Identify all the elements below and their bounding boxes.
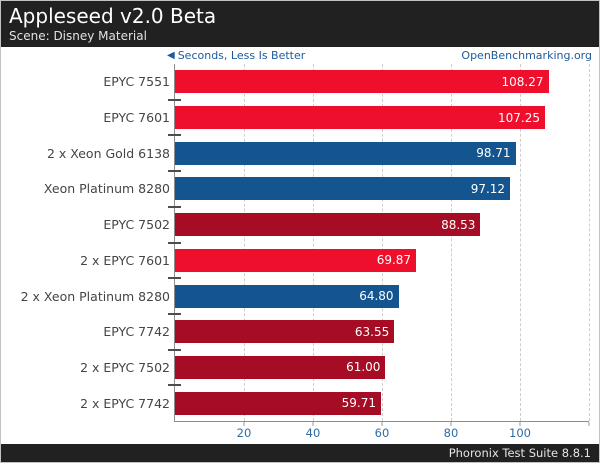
category-label: Xeon Platinum 8280 [43, 181, 170, 197]
category-label: EPYC 7502 [103, 217, 170, 233]
y-axis-tick [168, 241, 181, 244]
chart-title: Appleseed v2.0 Beta [9, 4, 217, 28]
gridline [450, 64, 452, 421]
axis-note-text: Seconds, Less Is Better [177, 49, 306, 62]
y-axis-tick [168, 134, 181, 137]
chart-row: 2 x EPYC 7601 69.87 [1, 243, 589, 279]
bar-value-label: 108.27 [501, 74, 544, 89]
result-bar: 98.71 [175, 141, 516, 165]
left-arrow-icon: ◀ [167, 49, 175, 61]
result-bar: 108.27 [175, 70, 549, 94]
category-label: 2 x Xeon Gold 6138 [46, 145, 170, 161]
x-axis-tick [450, 422, 452, 426]
result-bar: 107.25 [175, 106, 545, 130]
category-label: 2 x Xeon Platinum 8280 [20, 288, 170, 304]
chart-row: 2 x EPYC 7742 59.71 [1, 385, 589, 421]
bar-pane: 63.55 [175, 314, 589, 350]
gridline [382, 64, 383, 421]
result-bar: 61.00 [175, 355, 386, 379]
x-axis-tick [588, 422, 590, 426]
bar-value-label: 88.53 [441, 217, 476, 232]
y-axis-tick [168, 312, 181, 315]
x-axis-pane: 20 40 60 80 100 [175, 422, 590, 444]
category-label: 2 x EPYC 7742 [80, 395, 170, 411]
chart-row: Xeon Platinum 8280 97.12 [1, 171, 589, 207]
x-axis-tick-label: 20 [236, 426, 252, 440]
x-axis-tick-label: 100 [509, 426, 531, 440]
x-axis-tick-label: 60 [374, 426, 390, 440]
bar-value-label: 59.71 [341, 396, 376, 411]
x-axis-tick-label: 40 [305, 426, 321, 440]
chart-header: Appleseed v2.0 Beta Scene: Disney Materi… [1, 1, 599, 47]
bar-value-label: 97.12 [470, 181, 506, 196]
x-axis: 20 40 60 80 100 [1, 422, 599, 444]
result-bar: 59.71 [175, 391, 381, 415]
category-label: EPYC 7601 [103, 110, 170, 126]
y-axis-tick [168, 384, 181, 387]
gridline [520, 64, 521, 421]
plot-rows: EPYC 7551 108.27 EPYC 7601 107.25 2 x Xeon G… [1, 64, 589, 421]
x-axis-tick-label: 80 [443, 426, 459, 440]
bar-pane: 97.12 [175, 171, 589, 207]
chart-footer: Phoronix Test Suite 8.8.1 [1, 444, 599, 462]
bar-pane: 59.71 [175, 385, 589, 421]
y-axis-tick [168, 98, 181, 101]
bar-pane: 98.71 [175, 135, 589, 171]
category-label: EPYC 7551 [103, 74, 170, 90]
openbenchmarking-link[interactable]: OpenBenchmarking.org [461, 49, 592, 62]
result-bar: 63.55 [175, 320, 395, 344]
axis-direction-note: ◀ Seconds, Less Is Better [167, 49, 305, 62]
gridline [312, 64, 314, 421]
x-axis-tick [243, 422, 245, 426]
y-axis-tick [168, 277, 181, 280]
bar-pane: 64.80 [175, 278, 589, 314]
result-bar: 64.80 [175, 284, 399, 308]
gridline [589, 64, 590, 421]
y-axis-tick [168, 205, 181, 208]
x-axis-tick [312, 422, 314, 426]
bar-value-label: 64.80 [359, 289, 394, 304]
chart-row: EPYC 7551 108.27 [1, 64, 589, 100]
chart-row: EPYC 7601 107.25 [1, 100, 589, 136]
chart-row: 2 x Xeon Platinum 8280 64.80 [1, 278, 589, 314]
category-label: 2 x EPYC 7601 [80, 252, 170, 268]
category-label: EPYC 7742 [103, 324, 170, 340]
x-axis-tick [519, 422, 521, 426]
y-axis-tick [168, 170, 181, 173]
y-axis-tick [168, 348, 181, 351]
result-bar: 69.87 [175, 248, 417, 272]
chart-row: EPYC 7742 63.55 [1, 314, 589, 350]
bar-pane: 108.27 [175, 64, 589, 100]
gridline [243, 64, 245, 421]
plot-area: EPYC 7551 108.27 EPYC 7601 107.25 2 x Xeon G… [1, 64, 599, 422]
bar-pane: 107.25 [175, 100, 589, 136]
chart-row: EPYC 7502 88.53 [1, 207, 589, 243]
x-axis-tick [381, 422, 383, 426]
bar-value-label: 98.71 [476, 146, 511, 161]
bar-value-label: 63.55 [354, 324, 390, 339]
result-bar: 97.12 [175, 177, 511, 201]
result-bar: 88.53 [175, 213, 481, 237]
bar-pane: 69.87 [175, 243, 589, 279]
category-label: 2 x EPYC 7502 [80, 359, 170, 375]
bar-pane: 61.00 [175, 350, 589, 386]
bar-pane: 88.53 [175, 207, 589, 243]
bar-value-label: 107.25 [498, 110, 540, 125]
chart-row: 2 x Xeon Gold 6138 98.71 [1, 135, 589, 171]
chart-row: 2 x EPYC 7502 61.00 [1, 350, 589, 386]
bar-value-label: 69.87 [376, 253, 412, 268]
bar-value-label: 61.00 [346, 360, 381, 375]
meta-strip: ◀ Seconds, Less Is Better OpenBenchmarki… [1, 47, 599, 64]
chart-subtitle: Scene: Disney Material [9, 29, 147, 43]
